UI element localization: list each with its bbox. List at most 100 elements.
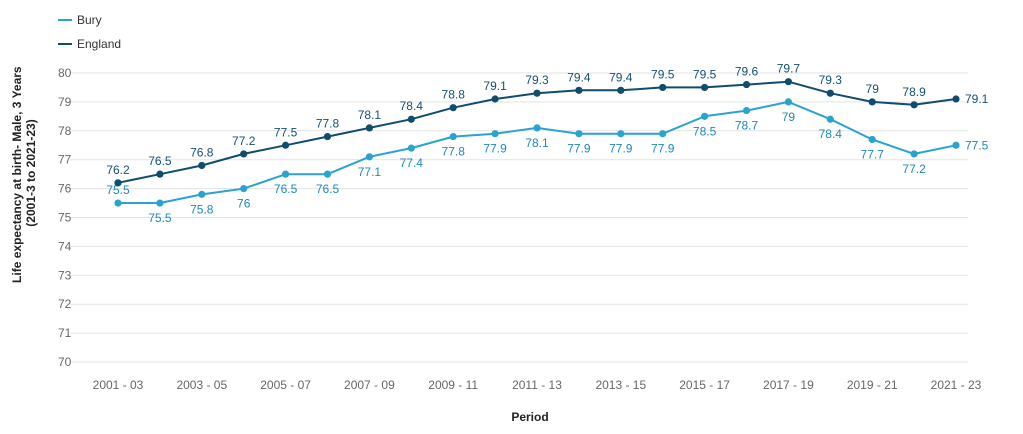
data-point-england[interactable] bbox=[198, 161, 206, 170]
y-tick-label: 79 bbox=[58, 95, 72, 109]
data-label-bury: 77.7 bbox=[861, 147, 885, 161]
x-tick-label: 2019 - 21 bbox=[847, 378, 898, 392]
data-point-england[interactable] bbox=[156, 170, 164, 178]
data-label-bury: 76.5 bbox=[274, 182, 298, 196]
data-point-england[interactable] bbox=[826, 89, 834, 97]
data-point-england[interactable] bbox=[910, 101, 918, 109]
y-tick-label: 72 bbox=[58, 297, 72, 311]
data-point-bury[interactable] bbox=[952, 141, 960, 149]
data-point-bury[interactable] bbox=[198, 190, 206, 198]
data-label-england: 79 bbox=[866, 82, 880, 96]
data-point-england[interactable] bbox=[240, 150, 248, 158]
data-point-bury[interactable] bbox=[449, 132, 457, 141]
legend-label: England bbox=[77, 37, 121, 51]
x-tick-label: 2007 - 09 bbox=[344, 378, 395, 392]
data-label-bury: 78.5 bbox=[693, 124, 717, 138]
data-label-england: 79.5 bbox=[693, 67, 717, 81]
data-point-england[interactable] bbox=[282, 141, 290, 149]
data-label-england: 78.4 bbox=[400, 99, 424, 113]
x-tick-label: 2011 - 13 bbox=[512, 378, 562, 392]
data-point-bury[interactable] bbox=[742, 106, 751, 115]
data-label-england: 79.4 bbox=[609, 70, 633, 84]
data-point-bury[interactable] bbox=[282, 170, 290, 178]
data-point-bury[interactable] bbox=[575, 130, 583, 138]
x-tick-label: 2009 - 11 bbox=[428, 378, 478, 392]
data-point-england[interactable] bbox=[617, 86, 625, 94]
data-label-england: 79.7 bbox=[777, 62, 801, 76]
data-point-bury[interactable] bbox=[784, 98, 793, 106]
data-label-bury: 77.9 bbox=[483, 142, 507, 156]
data-label-england: 79.3 bbox=[525, 73, 549, 87]
x-tick-label: 2005 - 07 bbox=[260, 378, 311, 392]
data-point-england[interactable] bbox=[659, 83, 667, 92]
data-point-bury[interactable] bbox=[156, 199, 164, 207]
data-label-bury: 75.5 bbox=[148, 211, 172, 225]
data-point-england[interactable] bbox=[114, 179, 122, 187]
data-point-bury[interactable] bbox=[491, 130, 499, 138]
data-point-bury[interactable] bbox=[826, 115, 834, 123]
data-label-bury: 75.5 bbox=[106, 183, 130, 197]
data-label-bury: 77.2 bbox=[902, 162, 926, 176]
data-label-england: 76.8 bbox=[190, 145, 214, 159]
data-point-england[interactable] bbox=[742, 80, 751, 89]
data-label-bury: 77.8 bbox=[442, 145, 466, 159]
data-point-england[interactable] bbox=[533, 89, 541, 97]
data-point-england[interactable] bbox=[365, 124, 373, 132]
data-point-england[interactable] bbox=[868, 98, 876, 106]
data-label-bury: 77.9 bbox=[651, 142, 675, 156]
y-axis-title-line-2: (2001-3 to 2021-23) bbox=[24, 119, 38, 226]
data-point-england[interactable] bbox=[952, 95, 960, 103]
series-bury: 75.5 75.5 75.8 76 76.5 76.5 77.1 77.4 77.8 77.9 78… bbox=[106, 98, 989, 225]
data-label-england: 77.8 bbox=[316, 117, 340, 131]
data-point-bury[interactable] bbox=[533, 124, 541, 132]
legend-item-bury[interactable]: Bury bbox=[58, 13, 102, 27]
x-tick-labels: 2001 - 03 2003 - 05 2005 - 07 2007 - 09 2009… bbox=[93, 378, 982, 392]
y-tick-label: 74 bbox=[58, 239, 72, 253]
data-point-england[interactable] bbox=[491, 95, 499, 103]
data-point-england[interactable] bbox=[323, 132, 332, 141]
data-point-bury[interactable] bbox=[868, 135, 876, 144]
x-tick-label: 2021 - 23 bbox=[931, 378, 982, 392]
data-point-bury[interactable] bbox=[323, 170, 332, 178]
data-point-england[interactable] bbox=[449, 104, 457, 112]
data-point-england[interactable] bbox=[575, 86, 583, 94]
data-point-bury[interactable] bbox=[240, 185, 248, 193]
data-label-bury: 77.9 bbox=[567, 142, 591, 156]
y-tick-label: 80 bbox=[58, 66, 72, 80]
data-point-bury[interactable] bbox=[407, 144, 415, 152]
data-point-england[interactable] bbox=[407, 115, 415, 123]
legend-label: Bury bbox=[77, 13, 102, 27]
data-label-bury: 78.7 bbox=[735, 119, 759, 133]
data-point-bury[interactable] bbox=[114, 199, 122, 207]
data-label-bury: 76.5 bbox=[316, 182, 340, 196]
y-gridlines bbox=[70, 72, 968, 363]
legend-item-england[interactable]: England bbox=[58, 37, 121, 51]
data-label-bury: 78.4 bbox=[819, 127, 843, 141]
x-tick-label: 2015 - 17 bbox=[679, 378, 730, 392]
legend: Bury England bbox=[58, 13, 121, 51]
data-point-bury[interactable] bbox=[659, 130, 667, 138]
data-point-england[interactable] bbox=[701, 83, 709, 92]
data-point-bury[interactable] bbox=[617, 130, 625, 138]
data-label-bury: 79 bbox=[782, 110, 796, 124]
y-tick-label: 78 bbox=[58, 124, 72, 138]
series-layer: 75.5 75.5 75.8 76 76.5 76.5 77.1 77.4 77.8 77.9 78… bbox=[106, 62, 988, 225]
y-axis-title: Life expectancy at birth- Male, 3 Years … bbox=[10, 63, 38, 283]
data-point-bury[interactable] bbox=[701, 112, 709, 120]
data-point-england[interactable] bbox=[784, 78, 793, 86]
data-label-england: 79.3 bbox=[819, 73, 843, 87]
y-axis-title-line-1: Life expectancy at birth- Male, 3 Years bbox=[10, 66, 24, 283]
data-point-bury[interactable] bbox=[910, 150, 918, 158]
data-label-england: 77.5 bbox=[274, 125, 298, 139]
data-label-england: 78.9 bbox=[902, 85, 926, 99]
series-england: 76.2 76.5 76.8 77.2 77.5 77.8 78.1 78.4 78.8 79.1… bbox=[106, 62, 989, 187]
data-label-england: 77.2 bbox=[232, 134, 256, 148]
data-label-england: 76.5 bbox=[148, 154, 172, 168]
data-point-bury[interactable] bbox=[365, 153, 373, 161]
y-tick-label: 77 bbox=[58, 153, 72, 167]
x-axis-title: Period bbox=[511, 410, 548, 424]
y-tick-label: 70 bbox=[58, 355, 72, 369]
data-label-england: 76.2 bbox=[106, 163, 130, 177]
data-label-england: 79.1 bbox=[483, 79, 507, 93]
